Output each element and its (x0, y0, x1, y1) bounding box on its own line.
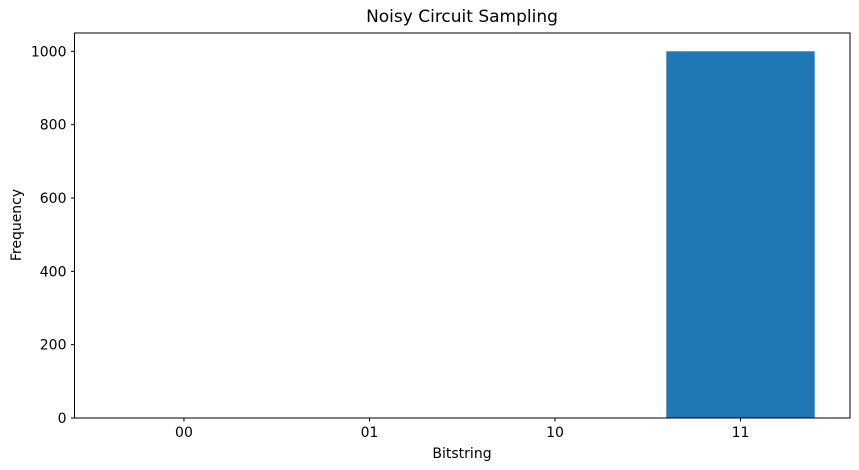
x-axis-label: Bitstring (432, 446, 491, 462)
bar-11 (666, 51, 815, 419)
bars-group (666, 51, 815, 419)
y-tick-label: 600 (40, 191, 67, 207)
chart-title: Noisy Circuit Sampling (366, 7, 558, 27)
y-axis-label: Frequency (9, 189, 25, 261)
axis-spine (74, 32, 851, 419)
y-tick-label: 0 (58, 411, 67, 427)
x-tick-label: 00 (175, 425, 193, 441)
x-tick-label: 10 (546, 425, 564, 441)
y-tick-label: 800 (40, 118, 67, 134)
y-tick-label: 200 (40, 338, 67, 354)
x-tick-label: 01 (361, 425, 379, 441)
y-tick-label: 400 (40, 264, 67, 280)
y-tick-label: 1000 (31, 44, 67, 60)
x-tick-label: 11 (732, 425, 750, 441)
